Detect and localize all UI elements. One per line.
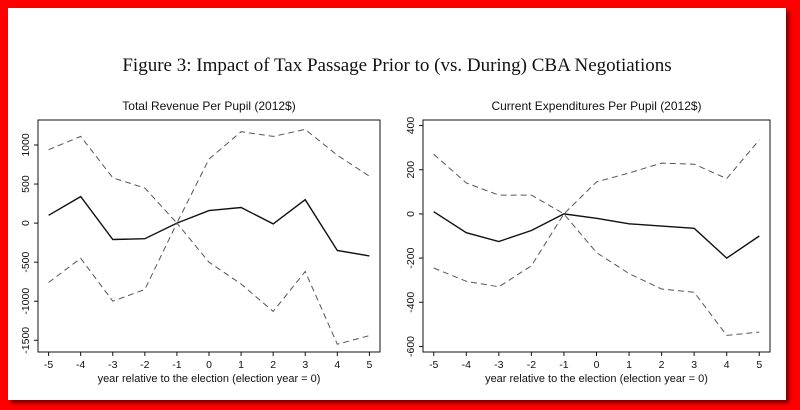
x-tick-label: 4: [334, 359, 340, 371]
x-tick-label: -2: [140, 359, 149, 371]
x-tick-label: 5: [756, 359, 762, 371]
y-tick-label: 0: [405, 211, 417, 217]
point-estimate-line: [433, 211, 760, 259]
x-tick-label: -2: [527, 359, 536, 371]
y-tick-label: -1500: [20, 327, 32, 354]
y-tick-label: 200: [405, 161, 417, 179]
chart-title: Current Expenditures Per Pupil (2012$): [491, 99, 701, 113]
x-axis-label: year relative to the election (election …: [485, 373, 708, 385]
x-tick-label: 0: [206, 359, 212, 371]
x-tick-label: -5: [44, 359, 53, 371]
y-tick-label: 0: [20, 220, 32, 226]
point-estimate-line: [48, 195, 370, 257]
y-tick-label: 1000: [20, 133, 32, 157]
confidence-bound-line: [48, 222, 370, 345]
y-tick-label: -400: [405, 292, 417, 313]
x-tick-label: 0: [594, 359, 600, 371]
y-tick-label: 500: [20, 175, 32, 193]
x-tick-label: 2: [270, 359, 276, 371]
x-tick-label: 2: [659, 359, 665, 371]
x-tick-label: 3: [302, 359, 308, 371]
confidence-bound-line: [433, 139, 760, 215]
x-tick-label: -1: [172, 359, 181, 371]
x-tick-label: -3: [108, 359, 117, 371]
y-tick-label: 400: [405, 117, 417, 135]
confidence-bound-line: [433, 213, 760, 336]
x-tick-label: -4: [462, 359, 471, 371]
x-tick-label: 1: [238, 359, 244, 371]
x-tick-label: 1: [626, 359, 632, 371]
x-tick-label: 4: [724, 359, 730, 371]
chart-current-expenditures: Current Expenditures Per Pupil (2012$)40…: [405, 99, 771, 385]
x-tick-label: -3: [494, 359, 503, 371]
chart-total-revenue: Total Revenue Per Pupil (2012$) 1000 500 0 -…: [20, 99, 381, 385]
x-tick-label: -5: [429, 359, 438, 371]
y-tick-label: -200: [405, 247, 417, 268]
y-tick-label: -1000: [20, 288, 32, 315]
figure-title: Figure 3: Impact of Tax Passage Prior to…: [122, 55, 672, 76]
confidence-bound-line: [48, 128, 370, 224]
x-tick-label: -4: [76, 359, 85, 371]
x-axis-label: year relative to the election (election …: [98, 373, 321, 385]
chart-title: Total Revenue Per Pupil (2012$): [122, 99, 295, 113]
x-tick-label: 3: [691, 359, 697, 371]
figure-frame: Figure 3: Impact of Tax Passage Prior to…: [8, 8, 786, 400]
y-tick-label: -500: [20, 252, 32, 273]
y-tick-label: -600: [405, 336, 417, 357]
x-tick-label: -1: [559, 359, 568, 371]
plot-area: [422, 119, 771, 353]
x-tick-label: 5: [366, 359, 372, 371]
